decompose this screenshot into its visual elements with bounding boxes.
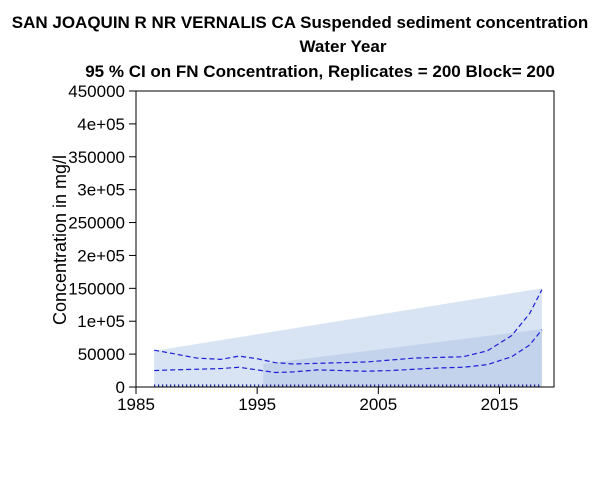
title-line-2: Water Year xyxy=(300,37,387,56)
x-tick-label: 1985 xyxy=(117,395,155,414)
y-tick-label: 50000 xyxy=(78,345,125,364)
title-line-3: 95 % CI on FN Concentration, Replicates … xyxy=(85,62,555,81)
series-line-2 xyxy=(154,329,543,374)
y-tick-label: 150000 xyxy=(68,279,125,298)
series-line-1 xyxy=(154,289,543,365)
x-tick-label: 2005 xyxy=(359,395,397,414)
y-tick-label: 3e+05 xyxy=(77,181,125,200)
x-axis-ticks: 1985 1995 2005 2015 xyxy=(117,387,518,414)
y-tick-label: 0 xyxy=(116,378,125,397)
x-tick-label: 1995 xyxy=(238,395,276,414)
title-line-1: SAN JOAQUIN R NR VERNALIS CA Suspended s… xyxy=(12,13,589,32)
confidence-band-2 xyxy=(263,329,542,387)
y-axis-ticks: 0 50000 1e+05 150000 2e+05 250000 3e+05 350000 4… xyxy=(68,82,136,397)
y-tick-label: 2e+05 xyxy=(77,246,125,265)
series-lines xyxy=(154,289,543,387)
y-tick-label: 450000 xyxy=(68,82,125,101)
plot-frame xyxy=(135,90,555,388)
chart-title: SAN JOAQUIN R NR VERNALIS CA Suspended s… xyxy=(12,13,589,81)
y-tick-label: 1e+05 xyxy=(77,312,125,331)
confidence-bands xyxy=(154,288,542,387)
y-axis-label: Concentration in mg/l xyxy=(50,155,70,325)
plot-axes xyxy=(135,90,555,388)
x-tick-label: 2015 xyxy=(481,395,519,414)
y-tick-label: 4e+05 xyxy=(77,115,125,134)
y-tick-label: 350000 xyxy=(68,148,125,167)
y-tick-label: 250000 xyxy=(68,214,125,233)
